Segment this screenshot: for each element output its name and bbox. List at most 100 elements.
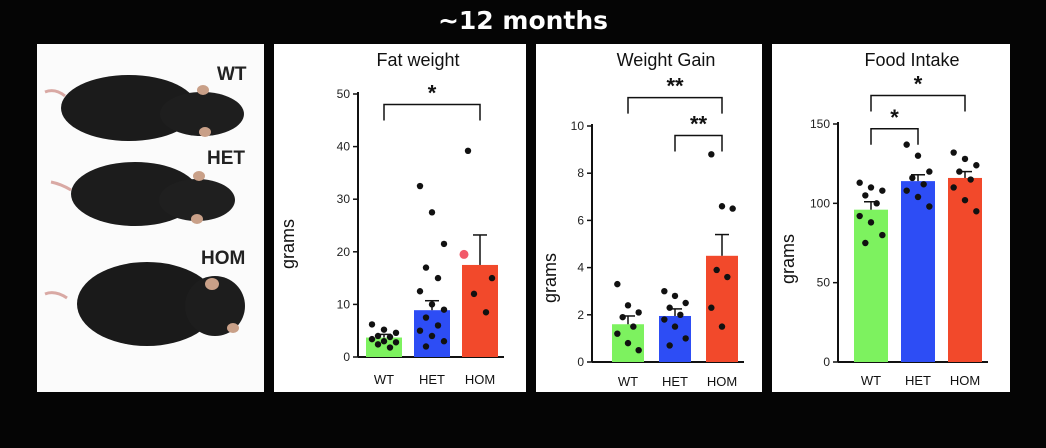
data-point-hom	[973, 208, 980, 215]
y-tick-label: 4	[577, 261, 584, 275]
data-point-het	[677, 311, 684, 318]
data-point-het	[428, 332, 436, 340]
significance-bracket	[383, 103, 481, 121]
data-point-wt	[635, 347, 642, 354]
wt-mouse-image	[44, 75, 244, 141]
food-intake-chart-panel: Food Intake grams 0 50 100 150 WT HET HOM * *	[772, 44, 1010, 392]
x-category-label-het: HET	[662, 374, 688, 389]
y-tick-label: 10	[337, 297, 351, 311]
data-point-het	[920, 181, 927, 188]
data-point-wt	[368, 335, 376, 343]
data-point-het	[661, 316, 668, 323]
data-point-hom	[967, 176, 974, 183]
x-category-label-wt: WT	[374, 372, 394, 387]
x-category-label-hom: HOM	[707, 374, 737, 389]
data-point-hom	[729, 205, 736, 212]
data-point-hom	[708, 304, 715, 311]
data-point-het	[434, 322, 442, 329]
data-point-wt	[392, 339, 400, 346]
data-point-het	[428, 209, 436, 216]
data-point-wt	[856, 179, 863, 186]
significance-bracket	[870, 94, 966, 112]
data-point-wt	[873, 200, 880, 207]
x-category-label-wt: WT	[618, 374, 638, 389]
data-point-het	[416, 182, 424, 190]
data-point-hom	[961, 196, 969, 204]
data-point-het	[440, 240, 448, 248]
significance-label: *	[428, 81, 437, 106]
data-point-hom	[713, 266, 720, 274]
data-point-het	[422, 343, 430, 350]
data-point-hom	[488, 274, 496, 282]
significance-label: *	[890, 105, 899, 130]
data-point-wt	[374, 332, 382, 340]
wt-label: WT	[217, 64, 247, 85]
weight-gain-chart: Weight Gain grams 0 2 4 6 8 10 WT HET HOM ****	[540, 50, 744, 389]
chart-title: Fat weight	[376, 50, 459, 70]
data-point-hom	[470, 290, 478, 298]
data-point-hom	[718, 203, 726, 210]
data-point-wt	[374, 341, 382, 348]
data-point-het	[666, 304, 673, 311]
data-point-wt	[380, 326, 388, 333]
data-point-het	[671, 323, 679, 330]
data-point-het	[422, 264, 430, 271]
data-point-het	[661, 288, 668, 295]
mice-photo-panel: WT HET HOM	[37, 44, 264, 392]
y-tick-label: 0	[823, 355, 830, 369]
data-point-wt	[614, 330, 621, 337]
y-axis-label: grams	[540, 253, 560, 303]
data-point-wt	[867, 184, 875, 191]
y-tick-label: 0	[343, 350, 350, 364]
data-point-wt	[635, 309, 642, 316]
hom-mouse-image	[44, 262, 245, 346]
data-point-hom	[464, 147, 472, 155]
data-point-het	[440, 306, 448, 313]
het-mouse-image	[50, 162, 235, 226]
data-point-hom	[956, 168, 963, 175]
y-tick-label: 6	[577, 213, 584, 227]
data-point-wt	[386, 344, 394, 351]
y-tick-label: 150	[810, 117, 830, 131]
data-point-het	[903, 141, 910, 148]
chart-title: Weight Gain	[617, 50, 716, 70]
data-point-wt	[630, 323, 637, 330]
bar-hom	[948, 177, 982, 362]
data-point-hom	[961, 155, 969, 163]
data-point-hom	[950, 149, 957, 156]
x-category-label-het: HET	[905, 373, 931, 388]
data-point-het	[416, 288, 424, 295]
x-category-label-hom: HOM	[950, 373, 980, 388]
data-point-hom	[708, 151, 715, 158]
data-point-het	[434, 274, 442, 282]
data-point-het	[428, 301, 436, 308]
y-tick-label: 100	[810, 196, 830, 210]
data-point-hom	[973, 162, 980, 169]
data-point-wt	[879, 231, 886, 239]
data-point-het	[926, 168, 933, 175]
data-point-het	[926, 203, 933, 210]
data-point-het	[666, 342, 673, 349]
het-label: HET	[207, 148, 245, 169]
data-point-wt	[386, 333, 394, 341]
weight-gain-chart-panel: Weight Gain grams 0 2 4 6 8 10 WT HET HOM ** **	[536, 44, 762, 392]
data-point-hom	[718, 323, 726, 330]
y-tick-label: 0	[577, 355, 584, 369]
data-point-het	[909, 174, 916, 182]
x-category-label-wt: WT	[861, 373, 881, 388]
data-point-wt	[368, 321, 376, 328]
y-tick-label: 40	[337, 140, 351, 154]
fat-weight-chart-panel: Fat weight grams 0 10 20 30 40 50 WT HET HOM *	[274, 44, 526, 392]
data-point-wt	[879, 187, 886, 194]
highlight-point	[458, 248, 470, 260]
y-axis-label: grams	[778, 234, 798, 284]
y-tick-label: 10	[571, 119, 585, 133]
data-point-wt	[614, 280, 621, 288]
hom-label: HOM	[201, 248, 246, 269]
data-point-hom	[724, 273, 731, 281]
data-point-hom	[482, 309, 490, 316]
y-tick-label: 50	[337, 87, 351, 101]
data-point-het	[682, 299, 689, 307]
chart-title: Food Intake	[864, 50, 959, 70]
data-point-wt	[619, 313, 626, 321]
